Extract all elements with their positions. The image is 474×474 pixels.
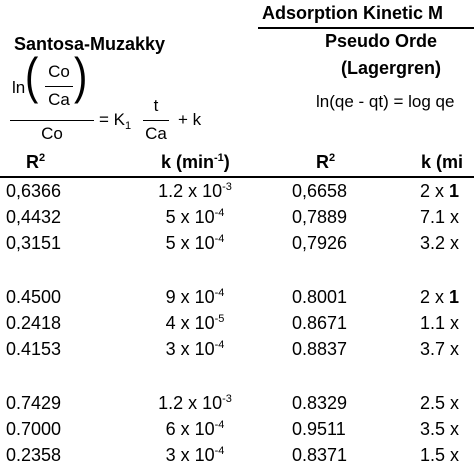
r2-lagergren-cell: 0,7926 [292,233,348,253]
k-lagergren-cell: 2 x 1 [420,287,460,307]
k-lagergren-cell: 1.1 x [420,313,460,333]
r2-santosa-cell: 0.4500 [6,287,62,307]
eq-left-paren: ( [25,49,39,105]
r2-santosa-cell: 0.4153 [6,339,62,359]
eq-t-fraction-line [143,120,169,122]
header-rule [0,176,474,178]
eq-t-numerator: t [153,96,159,115]
r2-santosa-cell: 0.2358 [6,445,62,465]
eq-ca-t-denominator: Ca [145,124,167,143]
r2-santosa-cell: 0.7000 [6,419,62,439]
col-header-r2-left: R2 [26,152,46,172]
r2-lagergren-cell: 0.9511 [292,419,346,439]
model-subname-lagergren: (Lagergren) [341,58,442,78]
k-santosa-cell: 1.2 x 10-3 [158,181,232,201]
k-lagergren-cell: 7.1 x [420,207,460,227]
r2-lagergren-cell: 0.8371 [292,445,348,465]
eq-co-numerator: Co [48,62,70,81]
k-santosa-cell: 1.2 x 10-3 [158,393,232,413]
eq-ln: ln [12,78,26,97]
title-rule [258,27,474,29]
k-santosa-cell: 3 x 10-4 [165,339,225,359]
r2-santosa-cell: 0.7429 [6,393,62,413]
lagergren-equation: ln(qe - qt) = log qe [316,92,455,111]
r2-lagergren-cell: 0.8001 [292,287,348,307]
col-header-r2-right: R2 [316,152,336,172]
k-santosa-cell: 9 x 10-4 [165,287,225,307]
r2-lagergren-cell: 0,6658 [292,181,348,201]
k-lagergren-cell: 1.5 x [420,445,460,465]
eq-right-paren: ) [74,49,88,105]
k-santosa-cell: 4 x 10-5 [165,313,225,333]
k-lagergren-cell: 3.7 x [420,339,460,359]
eq-main-fraction-line [10,120,94,122]
eq-inner-fraction-line [45,86,73,88]
r2-lagergren-cell: 0.8671 [292,313,348,333]
k-santosa-cell: 5 x 10-4 [165,207,225,227]
col-header-k-left: k (min-1) [161,152,230,172]
r2-lagergren-cell: 0.8837 [292,339,348,359]
r2-santosa-cell: 0,6366 [6,181,62,201]
k-santosa-cell: 5 x 10-4 [165,233,225,253]
r2-lagergren-cell: 0,7889 [292,207,348,227]
k-lagergren-cell: 3.5 x [420,419,460,439]
k-lagergren-cell: 2.5 x [420,393,460,413]
r2-santosa-cell: 0.2418 [6,313,62,333]
col-header-k-right: k (mi [421,152,464,172]
model-name-santosa-muzakky: Santosa-Muzakky [14,34,166,54]
eq-plus-k: + k [178,110,202,129]
model-name-pseudo-orde: Pseudo Orde [325,31,438,51]
eq-equals-k: = K1 [99,110,132,132]
k-santosa-cell: 3 x 10-4 [165,445,225,465]
k-lagergren-cell: 2 x 1 [420,181,460,201]
r2-santosa-cell: 0,3151 [6,233,62,253]
r2-lagergren-cell: 0.8329 [292,393,348,413]
r2-santosa-cell: 0,4432 [6,207,62,227]
table-title: Adsorption Kinetic M [262,3,443,23]
eq-co-denominator: Co [41,124,63,143]
k-santosa-cell: 6 x 10-4 [165,419,225,439]
eq-ca-denominator: Ca [48,90,70,109]
k-lagergren-cell: 3.2 x [420,233,460,253]
